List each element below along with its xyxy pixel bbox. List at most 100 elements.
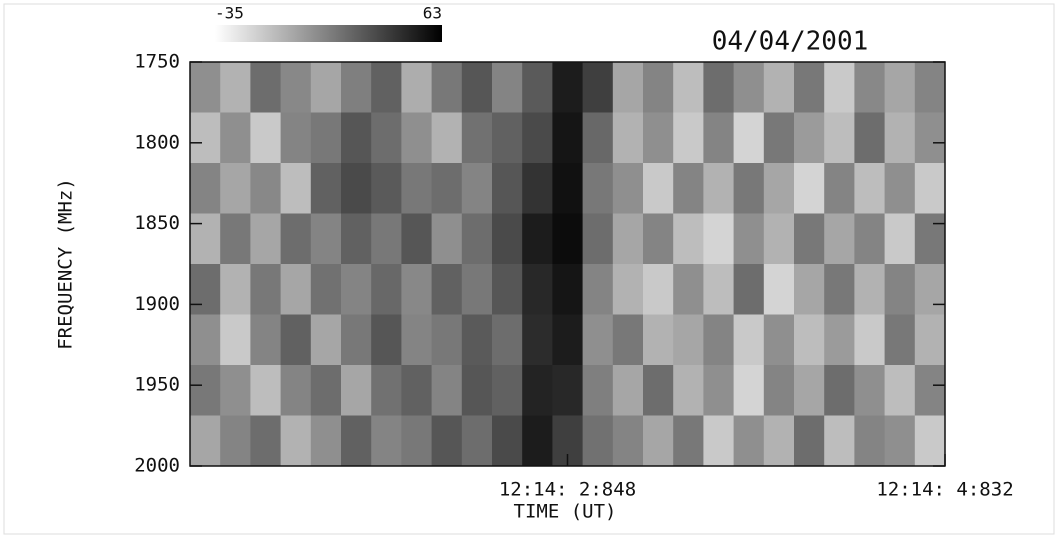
heatmap-cell [190,62,221,113]
heatmap-cell [733,264,765,315]
heatmap-cell [371,264,402,315]
heatmap-cell [643,163,674,214]
heatmap-cell [733,112,765,164]
heatmap-cell [401,314,433,366]
heatmap-cell [794,415,825,467]
y-tick-label: 1800 [134,131,180,153]
heatmap-cell [703,415,735,467]
heatmap-cell [280,163,312,214]
heatmap-cell [461,264,493,315]
heatmap-cell [824,112,855,164]
heatmap-cell [763,415,795,467]
heatmap-cell [461,112,493,164]
heatmap-cell [461,62,493,113]
heatmap-cell [522,213,553,265]
heatmap-cell [794,62,825,113]
heatmap-cell [250,264,282,315]
heatmap-cell [854,62,886,113]
heatmap-cell [884,415,916,467]
heatmap-cell [250,365,282,416]
heatmap-cell [280,112,312,164]
heatmap-cell [250,112,282,164]
heatmap-cell [854,415,886,467]
heatmap-cell [310,213,342,265]
heatmap-cell [552,163,584,214]
y-axis-label: FREQUENCY (MHz) [55,178,77,350]
heatmap-cell [371,112,402,164]
y-tick-label: 1950 [134,374,180,396]
heatmap-cell [763,163,795,214]
heatmap-cell [310,365,342,416]
heatmap-cell [794,213,825,265]
heatmap-cell [310,112,342,164]
heatmap-cell [401,365,433,416]
heatmap-cell [733,314,765,366]
heatmap-cell [401,112,433,164]
heatmap-cell [884,112,916,164]
heatmap-cell [612,62,644,113]
heatmap-cell [703,62,735,113]
heatmap-cell [431,264,463,315]
heatmap-cell [280,62,312,113]
heatmap-cell [884,62,916,113]
heatmap-cell [824,62,855,113]
heatmap-cell [341,213,372,265]
heatmap-cell [190,163,221,214]
heatmap-cell [190,314,221,366]
heatmap-cell [763,314,795,366]
heatmap-cell [310,314,342,366]
colorbar-max-label: 63 [423,4,442,23]
heatmap-cell [492,112,523,164]
heatmap-cell [310,163,342,214]
heatmap-cell [250,213,282,265]
heatmap-cell [522,112,553,164]
heatmap-cell [643,365,674,416]
heatmap-cell [310,415,342,467]
heatmap-cell [280,365,312,416]
heatmap-cell [703,163,735,214]
heatmap-cell [280,314,312,366]
heatmap-cell [522,264,553,315]
heatmap-cell [794,365,825,416]
heatmap-cell [461,365,493,416]
heatmap-cell [582,264,614,315]
heatmap-cell [914,163,946,214]
heatmap-cell [461,314,493,366]
heatmap-cell [522,314,553,366]
heatmap-cell [492,62,523,113]
heatmap-cell [522,163,553,214]
heatmap-cell [220,314,251,366]
heatmap-cell [914,415,946,467]
heatmap-cell [552,314,584,366]
heatmap-cell [492,314,523,366]
heatmap-cell [522,62,553,113]
heatmap-cell [341,112,372,164]
heatmap-cell [371,365,402,416]
heatmap-cell [431,163,463,214]
heatmap-cell [220,264,251,315]
heatmap-cell [371,415,402,467]
heatmap-cell [794,163,825,214]
heatmap-cell [612,163,644,214]
heatmap-cell [673,415,704,467]
chart-title: 04/04/2001 [712,27,869,57]
heatmap-cell [280,264,312,315]
heatmap-cell [612,415,644,467]
heatmap-cell [703,112,735,164]
heatmap-cell [371,163,402,214]
heatmap-cell [884,365,916,416]
heatmap-cell [492,415,523,467]
heatmap-cell [612,112,644,164]
heatmap-cell [733,415,765,467]
heatmap-cell [552,112,584,164]
heatmap-cell [582,62,614,113]
heatmap-cell [190,112,221,164]
heatmap-cell [673,365,704,416]
heatmap-cell [794,314,825,366]
heatmap-cell [190,264,221,315]
heatmap-cell [824,264,855,315]
heatmap-cell [341,264,372,315]
heatmap-cell [854,112,886,164]
heatmap-cell [854,163,886,214]
